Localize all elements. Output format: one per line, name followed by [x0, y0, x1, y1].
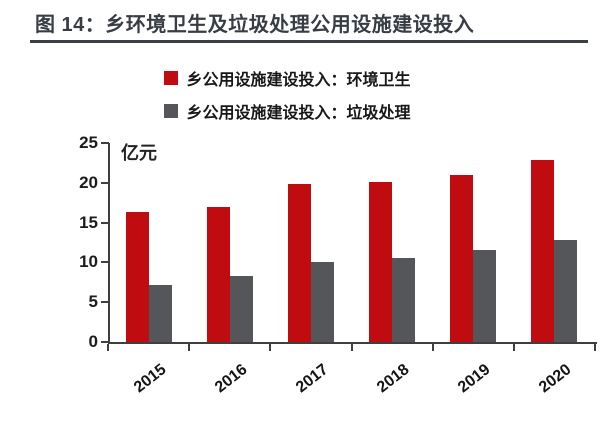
y-axis-unit-label: 亿元 [121, 143, 157, 163]
y-tick-label: 10 [79, 252, 98, 272]
bar-segment [148, 284, 172, 342]
legend-swatch-red [164, 71, 179, 85]
bar-segment [287, 184, 311, 342]
x-tick-mark [107, 344, 109, 351]
y-tick-mark [101, 181, 109, 184]
y-tick-label: 0 [88, 332, 98, 351]
x-tick-mark [269, 344, 272, 351]
bar-segment [125, 212, 149, 342]
bar-segment [369, 182, 393, 342]
y-tick-label: 25 [79, 133, 98, 152]
y-tick-mark [101, 142, 109, 144]
x-tick-label: 2019 [455, 361, 494, 397]
bar-segment [450, 174, 474, 342]
x-tick-mark [431, 344, 434, 351]
y-tick-mark [101, 221, 109, 224]
legend-swatch-gray [164, 104, 179, 118]
plot-area [108, 143, 597, 344]
figure-title: 图 14：乡环境卫生及垃圾处理公用设施建设投入 [35, 14, 475, 36]
y-tick-mark [101, 341, 109, 343]
x-tick-label: 2018 [374, 361, 413, 397]
x-tick-mark [350, 344, 353, 351]
bar-segment [392, 258, 416, 342]
x-tick-label: 2015 [130, 361, 170, 397]
x-tick-mark [512, 344, 515, 351]
y-tick-mark [101, 301, 109, 304]
x-tick-label: 2016 [211, 361, 251, 397]
bar-segment [531, 159, 555, 342]
x-tick-label: 2017 [292, 361, 332, 397]
bar-segment [310, 262, 334, 342]
y-tick-mark [101, 261, 109, 264]
y-tick-label: 20 [79, 172, 98, 192]
x-tick-mark [188, 344, 191, 351]
chart-legend: 乡公用设施建设投入：环境卫生 乡公用设施建设投入：垃圾处理 [0, 66, 575, 123]
legend-item-garbage: 乡公用设施建设投入：垃圾处理 [164, 99, 411, 123]
legend-item-sanitation: 乡公用设施建设投入：环境卫生 [164, 66, 411, 90]
x-tick-mark [594, 344, 596, 351]
title-underline [30, 40, 588, 43]
bar-segment [229, 275, 253, 342]
legend-label: 乡公用设施建设投入：环境卫生 [186, 72, 411, 89]
bar-segment [206, 207, 230, 342]
legend-label: 乡公用设施建设投入：垃圾处理 [186, 105, 411, 122]
y-tick-label: 15 [79, 212, 98, 232]
y-tick-label: 5 [88, 292, 98, 312]
x-tick-label: 2020 [536, 361, 575, 397]
bar-segment [554, 240, 578, 342]
bar-segment [473, 250, 497, 342]
